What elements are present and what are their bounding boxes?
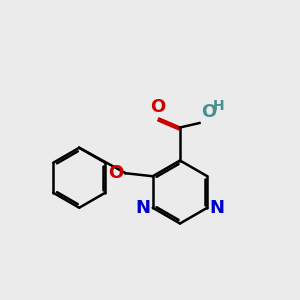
Text: O: O [108,164,123,182]
Text: N: N [136,199,151,217]
Text: H: H [213,98,225,112]
Text: O: O [150,98,165,116]
Text: N: N [209,199,224,217]
Text: O: O [201,103,216,121]
